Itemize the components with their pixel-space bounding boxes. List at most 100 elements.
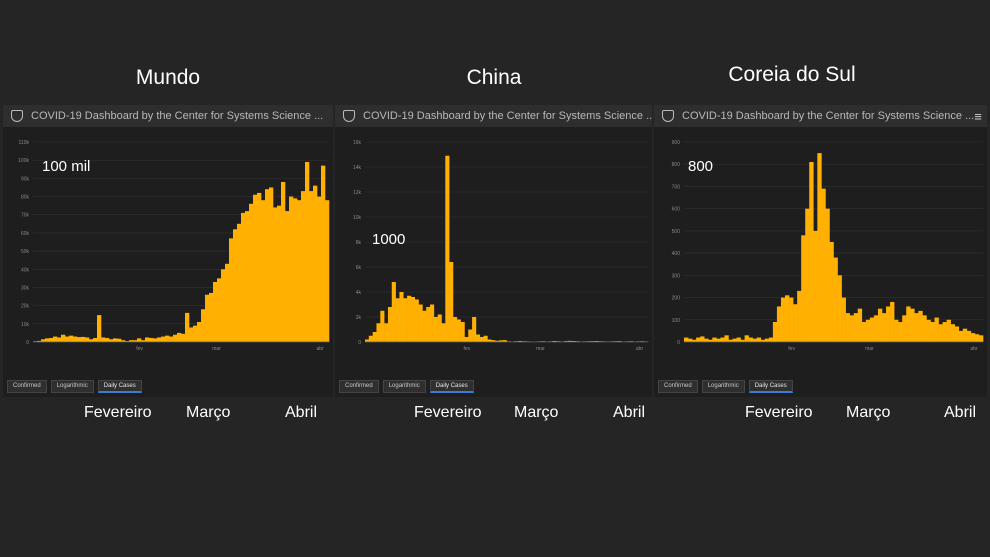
bar — [391, 282, 396, 342]
month-label-fevereiro: Fevereiro — [414, 404, 482, 421]
tab-confirmed[interactable]: Confirmed — [339, 380, 379, 393]
bar — [277, 205, 282, 342]
chart-tabs: Confirmed Logarithmic Daily Cases — [658, 380, 793, 393]
bar — [793, 304, 798, 342]
dashboard-title: COVID-19 Dashboard by the Center for Sys… — [31, 110, 324, 122]
bar — [281, 182, 286, 342]
chart-tabs: Confirmed Logarithmic Daily Cases — [339, 380, 474, 393]
y-tick-label: 60k — [21, 231, 30, 237]
bar — [297, 200, 302, 342]
y-tick-label: 300 — [672, 273, 681, 279]
bar — [149, 338, 154, 342]
bar — [684, 337, 689, 342]
bar — [384, 323, 389, 342]
bar — [121, 340, 126, 342]
bar — [479, 337, 484, 342]
chart-tabs: Confirmed Logarithmic Daily Cases — [7, 380, 142, 393]
bar — [53, 336, 58, 342]
bar — [213, 282, 218, 342]
tab-logarithmic[interactable]: Logarithmic — [382, 380, 426, 393]
bar — [57, 337, 62, 342]
tab-confirmed[interactable]: Confirmed — [7, 380, 47, 393]
bar — [805, 208, 810, 342]
bar — [700, 336, 705, 342]
annotation-coreia-do-sul: 800 — [688, 158, 714, 175]
bar — [257, 192, 262, 342]
y-tick-label: 20k — [21, 304, 30, 310]
x-tick-label: mar — [536, 346, 545, 352]
bar — [853, 313, 859, 342]
bar — [974, 334, 980, 342]
tab-logarithmic[interactable]: Logarithmic — [701, 380, 745, 393]
x-tick-label: abr — [636, 346, 644, 352]
y-tick-label: 200 — [672, 296, 681, 302]
bar — [61, 334, 66, 342]
bar — [813, 230, 818, 342]
bar — [129, 340, 134, 342]
bar — [372, 332, 377, 342]
title-coreia-do-sul: Coreia do Sul — [728, 63, 856, 86]
bar — [736, 337, 741, 342]
tab-daily-cases[interactable]: Daily Cases — [97, 380, 142, 393]
bar — [430, 304, 435, 342]
bar — [141, 340, 146, 342]
month-label-marco: Março — [514, 404, 559, 421]
bar — [145, 337, 150, 342]
bar — [517, 341, 523, 342]
tab-daily-cases[interactable]: Daily Cases — [429, 380, 474, 393]
bar — [970, 333, 976, 342]
dashboard-title: COVID-19 Dashboard by the Center for Sys… — [363, 110, 652, 122]
panel-header: COVID-19 Dashboard by the Center for Sys… — [3, 105, 333, 127]
panel-header: COVID-19 Dashboard by the Center for Sys… — [335, 105, 652, 127]
bar — [728, 339, 733, 342]
y-tick-label: 800 — [672, 162, 681, 168]
menu-icon[interactable]: ≡ — [974, 108, 982, 124]
panel-coreia-do-sul: COVID-19 Dashboard by the Center for Sys… — [654, 105, 987, 397]
y-tick-label: 0 — [26, 340, 29, 346]
bar — [165, 335, 170, 342]
y-tick-label: 70k — [21, 213, 30, 219]
tab-logarithmic[interactable]: Logarithmic — [50, 380, 94, 393]
bar — [934, 317, 939, 342]
x-tick-label: mar — [865, 346, 874, 352]
bar — [869, 317, 875, 342]
x-tick-label: fev — [136, 346, 143, 352]
bar — [169, 336, 174, 342]
bar — [918, 310, 923, 342]
tab-daily-cases[interactable]: Daily Cases — [748, 380, 793, 393]
bar — [137, 338, 142, 342]
bar — [376, 323, 381, 342]
bar — [472, 317, 477, 342]
bar — [45, 338, 50, 342]
x-tick-label: abr — [317, 346, 325, 352]
y-tick-label: 600 — [672, 207, 681, 213]
bar — [325, 200, 330, 342]
bar — [437, 314, 442, 342]
tab-confirmed[interactable]: Confirmed — [658, 380, 698, 393]
chart-china: 0 2k 4k 6k 8k 10k 12k 14k 16k fev mar abr — [353, 140, 649, 352]
bar — [873, 315, 879, 342]
bar — [910, 308, 915, 342]
y-tick-label: 90k — [21, 176, 30, 182]
y-tick-label: 40k — [21, 267, 30, 273]
bar — [817, 153, 822, 342]
bar — [380, 310, 385, 342]
bar — [881, 313, 887, 342]
bar — [845, 313, 850, 342]
y-tick-label: 900 — [672, 140, 681, 146]
chart-coreia-do-sul: 0 100 200 300 400 500 600 700 800 900 fev mar abr — [672, 140, 984, 352]
bar — [938, 324, 943, 342]
y-tick-label: 400 — [672, 251, 681, 257]
bar — [776, 306, 782, 342]
bar — [368, 335, 373, 342]
bar — [865, 319, 871, 342]
bar — [253, 194, 258, 342]
bar — [708, 339, 713, 342]
y-tick-label: 12k — [353, 190, 362, 196]
bar — [265, 189, 270, 342]
bar — [764, 338, 770, 342]
y-tick-label: 16k — [353, 140, 362, 146]
bar — [309, 191, 314, 342]
bar — [399, 292, 404, 342]
bar — [475, 334, 481, 342]
